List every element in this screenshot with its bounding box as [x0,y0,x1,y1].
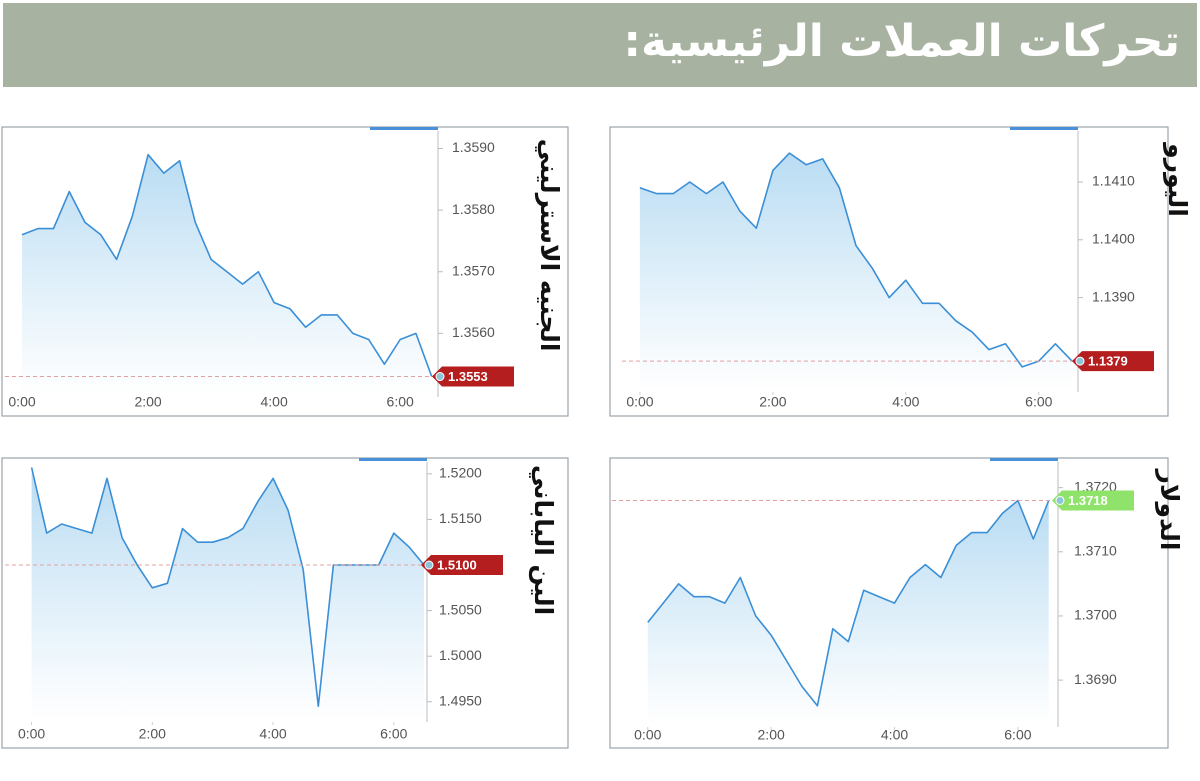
y-tick-label: 1.3590 [452,139,495,155]
y-tick-label: 1.5000 [439,647,482,663]
scroll-indicator [1010,127,1078,130]
last-value-label: 1.5100 [437,557,477,572]
chart-title: الجنيه الاسترليني [534,139,564,352]
x-tick-label: 6:00 [380,726,407,742]
y-tick-label: 1.1390 [1092,288,1135,304]
x-tick-label: 2:00 [139,726,166,742]
last-value-dot [1055,495,1065,505]
last-value-tag [1072,351,1154,372]
x-tick-label: 0:00 [626,394,653,410]
y-tick-label: 1.3700 [1074,607,1117,623]
chart-title: الين الياباني [528,465,558,615]
y-tick-label: 1.3690 [1074,671,1117,687]
header-title: تحركات العملات الرئيسية: [623,16,1180,67]
x-tick-label: 2:00 [759,394,786,410]
last-value-label: 1.3553 [448,369,488,384]
scroll-indicator [370,127,438,130]
x-tick-label: 6:00 [1025,394,1052,410]
x-tick-label: 6:00 [387,394,414,410]
y-tick-label: 1.3560 [452,324,495,340]
x-tick-label: 4:00 [259,726,286,742]
scroll-indicator [990,458,1058,461]
x-tick-label: 2:00 [758,727,785,743]
y-tick-label: 1.3710 [1074,543,1117,559]
price-line [639,152,1073,368]
scroll-indicator [359,458,427,461]
price-line [647,499,1050,707]
y-tick-label: 1.4950 [439,692,482,708]
area-fill [31,467,424,720]
last-value-tag [1052,490,1134,511]
header-banner [3,3,1197,87]
x-tick-label: 2:00 [134,394,161,410]
y-tick-label: 1.5050 [439,601,482,617]
x-tick-label: 0:00 [634,727,661,743]
y-tick-label: 1.3570 [452,262,495,278]
x-tick-label: 6:00 [1004,727,1031,743]
last-value-dot [435,372,445,382]
y-tick-label: 1.5150 [439,510,482,526]
y-tick-label: 1.5200 [439,465,482,481]
x-tick-label: 4:00 [261,394,288,410]
x-tick-label: 4:00 [881,727,908,743]
y-tick-label: 1.1400 [1092,230,1135,246]
last-value-label: 1.3718 [1068,493,1108,508]
last-value-label: 1.1379 [1088,354,1128,369]
price-line [21,153,433,377]
y-tick-label: 1.3580 [452,201,495,217]
last-value-dot [424,560,434,570]
last-value-dot [1075,356,1085,366]
chart-title: اليورو [1162,141,1192,217]
x-tick-label: 0:00 [18,726,45,742]
area-fill [22,154,432,395]
x-tick-label: 4:00 [892,394,919,410]
area-fill [647,500,1049,725]
area-fill [639,153,1072,390]
y-tick-label: 1.3720 [1074,478,1117,494]
x-tick-label: 0:00 [8,394,35,410]
chart-title: الدولار [1154,468,1184,551]
last-value-tag [421,555,503,576]
y-tick-label: 1.1410 [1092,173,1135,189]
last-value-tag [432,366,514,387]
